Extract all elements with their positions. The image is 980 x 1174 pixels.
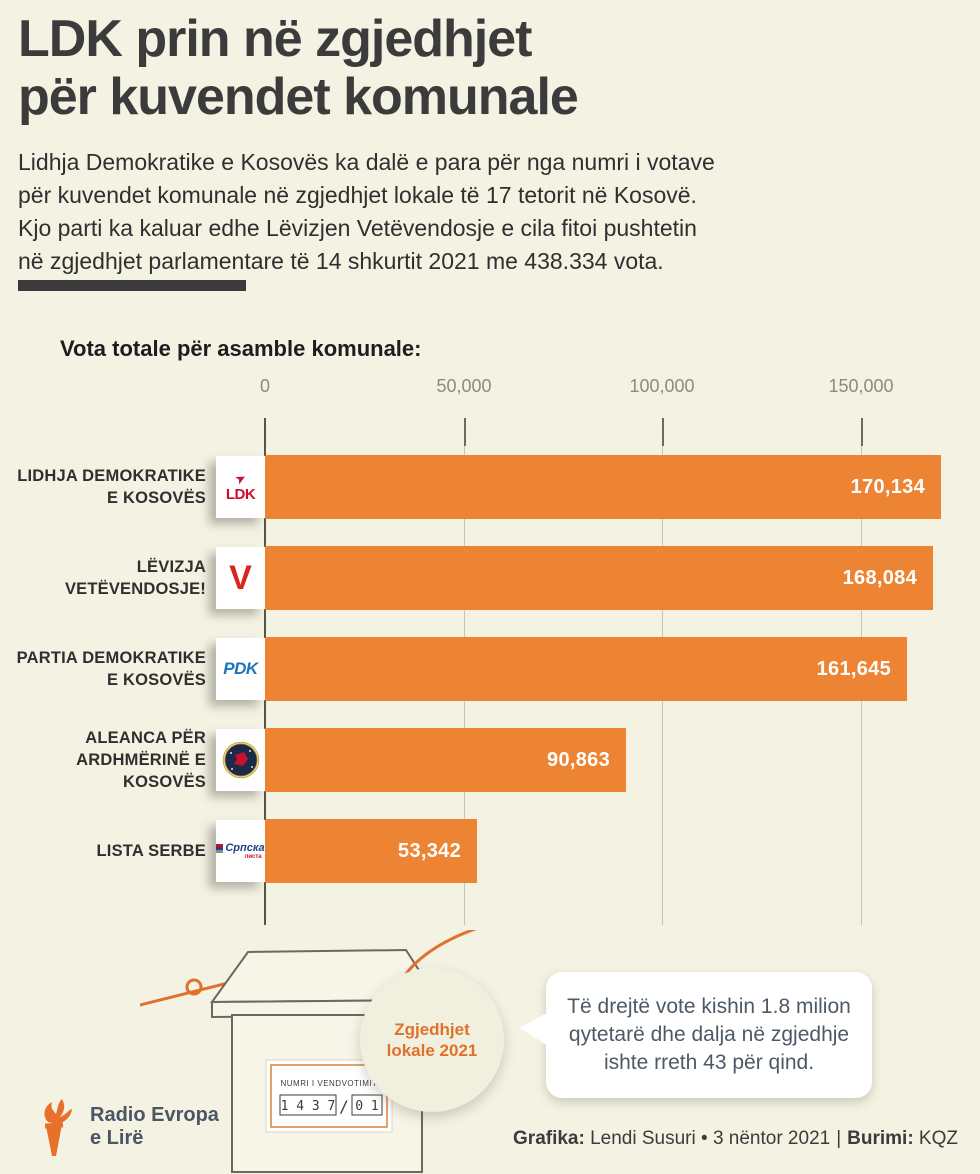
lista-serbe-party-logo: Српска листа (216, 820, 265, 882)
speech-bubble-text: Të drejtë vote kishin 1.8 milion qytetar… (567, 995, 851, 1074)
rferl-logo: Radio Evropa e Lirë (28, 1096, 219, 1158)
ballot-label-title: NUMRI I VENDVOTIMIT (280, 1079, 377, 1088)
credit-label: Grafika: (513, 1128, 585, 1149)
speech-bubble-tail-icon (518, 1012, 552, 1052)
election-badge: Zgjedhjet lokale 2021 (360, 968, 504, 1112)
credit-separator: | (836, 1128, 842, 1149)
bar-value-lista-serbe: 53,342 (398, 839, 461, 862)
bar-ldk: 170,134 (265, 455, 941, 519)
tick-mark-150000 (861, 418, 863, 446)
bar-value-ldk: 170,134 (850, 475, 925, 498)
aak-party-logo (216, 729, 265, 791)
party-label-aak: ALEANCA PËR ARDHMËRINË E KOSOVËS (76, 728, 206, 792)
vetevendosje-party-logo: V (216, 547, 265, 609)
aak-emblem-icon (222, 741, 259, 779)
tick-mark-50000 (464, 418, 466, 446)
pdk-party-logo: PDK (216, 638, 265, 700)
ldk-party-logo: ➤ LDK (216, 456, 265, 518)
x-tick-label-150000: 150,000 (828, 376, 894, 396)
ldk-arrow-icon: ➤ (232, 469, 249, 488)
vv-logo-text: V (229, 559, 252, 597)
page-title: LDK prin në zgjedhjet për kuvendet komun… (18, 10, 579, 127)
party-label-ldk: LIDHJA DEMOKRATIKE E KOSOVËS (17, 466, 206, 507)
tick-mark-100000 (662, 418, 664, 446)
bar-lista-serbe: 53,342 (265, 819, 477, 883)
party-label-lista-serbe: LISTA SERBE (96, 841, 206, 860)
srpska-flag-icon (216, 843, 224, 853)
x-tick-label-100000: 100,000 (629, 376, 695, 396)
party-label-vetevendosje: LËVIZJA VETËVENDOSJE! (64, 557, 206, 598)
bar-value-vetevendosje: 168,084 (842, 566, 917, 589)
rferl-logo-text: Radio Evropa e Lirë (90, 1104, 219, 1149)
bar-aak: 90,863 (265, 728, 626, 792)
x-tick-label-50000: 50,000 (436, 376, 492, 396)
ballot-number-slash: / (339, 1097, 349, 1116)
x-tick-label-0: 0 (259, 376, 271, 396)
intro-text: Lidhja Demokratike e Kosovës ka dalë e p… (18, 149, 715, 274)
speech-bubble: Të drejtë vote kishin 1.8 milion qytetar… (518, 972, 872, 1098)
torch-icon (44, 1099, 72, 1156)
credit-text: Lendi Susuri • 3 nëntor 2021 (584, 1128, 831, 1149)
bar-pdk: 161,645 (265, 637, 907, 701)
credit-line: Grafika: Lendi Susuri • 3 nëntor 2021 | Bu… (513, 1128, 958, 1150)
source-text: KQZ (913, 1128, 958, 1149)
pdk-logo-text: PDK (223, 659, 258, 678)
bar-value-pdk: 161,645 (816, 657, 891, 680)
ballot-number-main: 1 4 3 7 (281, 1099, 336, 1114)
party-label-pdk: PARTIA DEMOKRATIKE E KOSOVËS (16, 648, 206, 689)
ldk-logo-text: LDK (225, 486, 256, 503)
bar-value-aak: 90,863 (547, 748, 610, 771)
chart-title: Vota totale për asamble komunale: (60, 336, 422, 361)
badge-text: Zgjedhjet lokale 2021 (386, 1019, 478, 1060)
ballot-number-suffix: 0 1 (355, 1099, 378, 1114)
title-divider-bar (18, 280, 246, 291)
bar-vetevendosje: 168,084 (265, 546, 933, 610)
srpska-logo-subtext: листа (244, 854, 262, 860)
source-label: Burimi: (847, 1128, 914, 1149)
srpska-logo-text: Српска (225, 842, 265, 854)
